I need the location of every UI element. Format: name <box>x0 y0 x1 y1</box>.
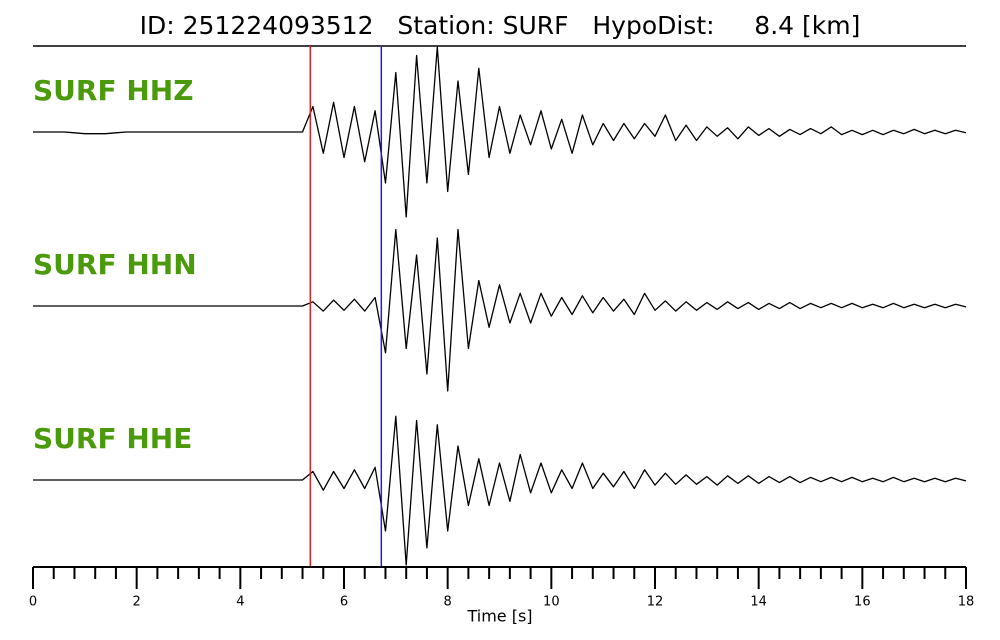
x-tick-label: 12 <box>647 595 664 610</box>
x-tick-label: 4 <box>236 595 244 610</box>
waveform <box>33 415 967 566</box>
x-tick-label: 8 <box>444 595 452 610</box>
trace-label: SURF HHN <box>33 248 197 281</box>
x-tick-label: 16 <box>854 595 871 610</box>
waveform <box>33 46 967 218</box>
x-tick-label: 2 <box>133 595 141 610</box>
x-tick-label: 18 <box>958 595 975 610</box>
x-tick-label: 6 <box>340 595 348 610</box>
chart-title: ID: 251224093512 Station: SURF HypoDist:… <box>140 11 861 40</box>
x-tick-label: 14 <box>750 595 767 610</box>
trace-label: SURF HHZ <box>33 74 194 107</box>
x-tick-label: 0 <box>29 595 37 610</box>
x-axis-label: Time [s] <box>466 607 532 626</box>
waveform <box>33 228 967 392</box>
trace-label: SURF HHE <box>33 422 192 455</box>
x-tick-label: 10 <box>543 595 560 610</box>
